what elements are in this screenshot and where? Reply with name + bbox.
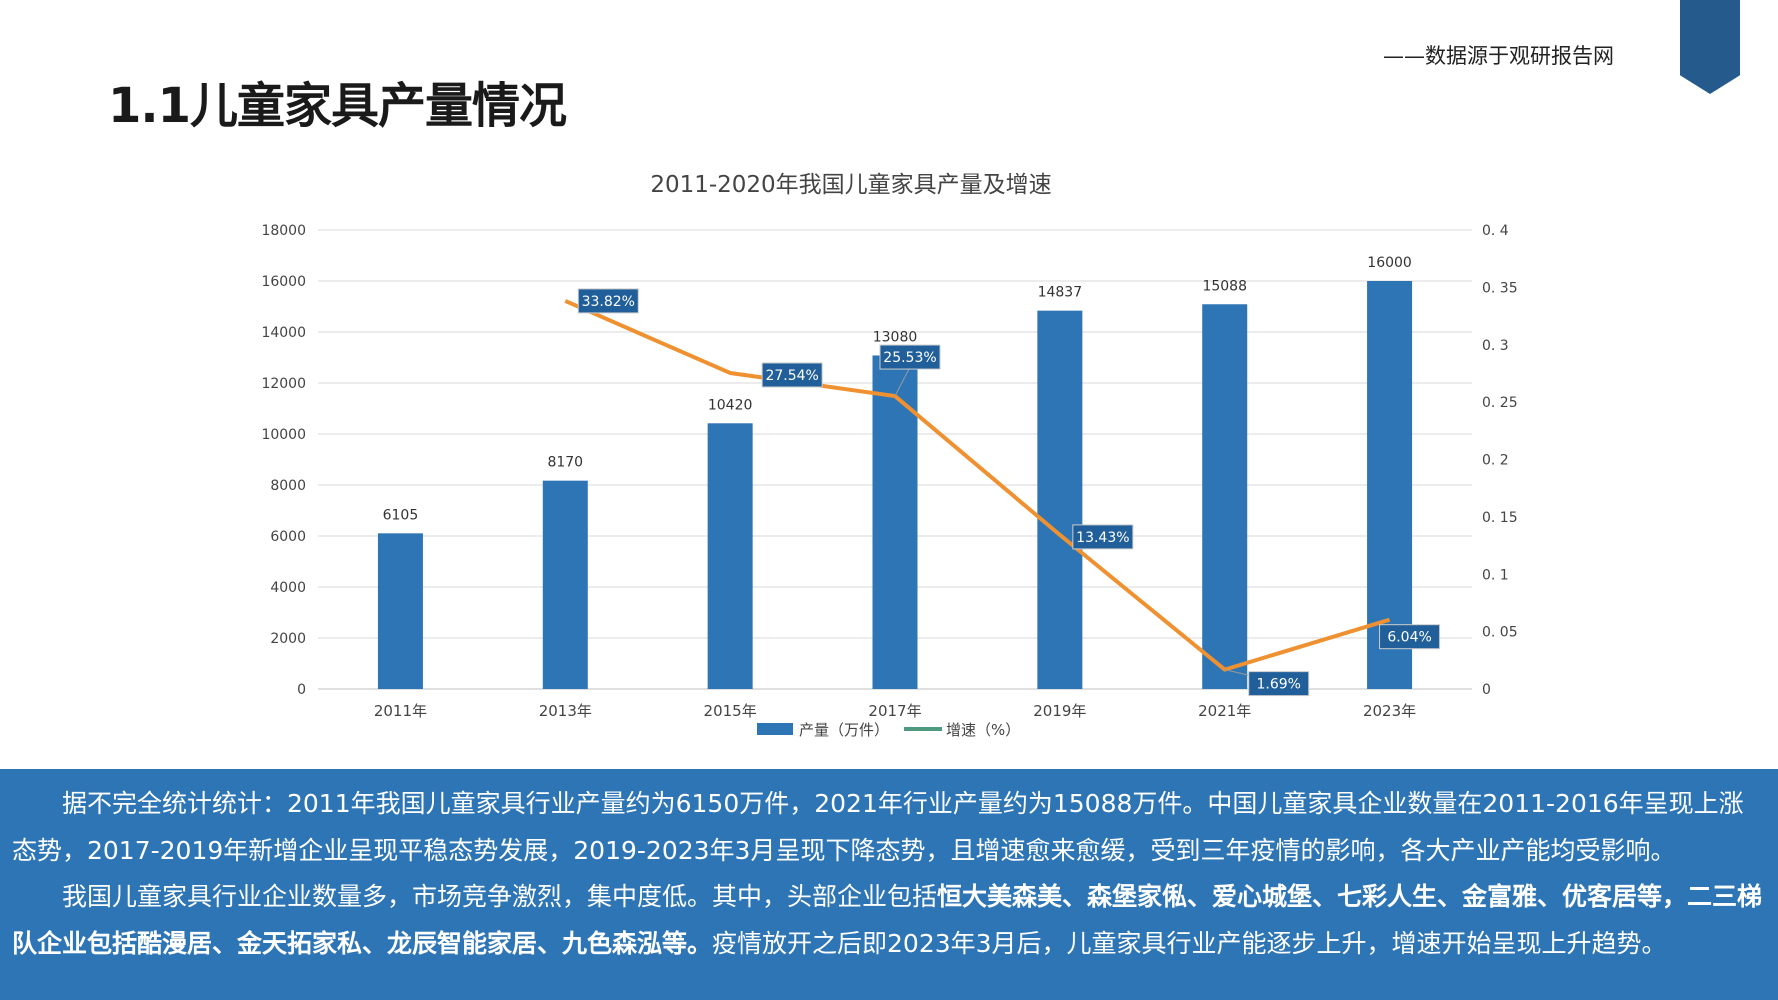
right-axis-tick: 0. 1 (1482, 567, 1509, 583)
x-axis-tick: 2015年 (704, 702, 757, 720)
line-label-box (1379, 624, 1441, 650)
description-band: 据不完全统计统计：2011年我国儿童家具行业产量约为6150万件，2021年行业… (0, 769, 1778, 1000)
legend-label-line: 增速（%） (946, 721, 1020, 739)
right-axis-tick: 0. 25 (1482, 395, 1518, 411)
left-axis-tick: 12000 (261, 376, 306, 392)
line-data-label: 25.53% (883, 350, 936, 366)
left-axis-tick: 8000 (270, 478, 306, 494)
left-axis-tick: 14000 (261, 325, 306, 341)
bar (1037, 310, 1083, 689)
right-axis-tick: 0. 3 (1482, 338, 1509, 354)
bar (1202, 304, 1248, 689)
bar-data-label: 10420 (708, 397, 753, 413)
bar-data-label: 16000 (1367, 255, 1412, 271)
line-label-box (577, 288, 639, 314)
chart: 2011-2020年我国儿童家具产量及增速 0 2000 4000 6000 8000 1… (261, 172, 1518, 739)
bar (377, 533, 423, 689)
text-segment: 我国儿童家具行业企业数量多，市场竞争激烈，集中度低。其中，头部企业包括 (62, 882, 938, 911)
left-axis-tick: 2000 (270, 631, 306, 647)
left-axis-tick: 4000 (270, 580, 306, 596)
right-axis-tick: 0. 15 (1482, 510, 1518, 526)
x-axis-tick: 2021年 (1198, 702, 1251, 720)
legend-label-bar: 产量（万件） (799, 721, 889, 739)
bookmark-ribbon-icon (1680, 0, 1740, 94)
right-axis-tick: 0. 05 (1482, 625, 1518, 641)
x-axis-tick: 2017年 (868, 702, 921, 720)
line-label-box (879, 344, 941, 370)
leader-line (894, 366, 911, 397)
x-axis-tick: 2011年 (374, 702, 427, 720)
bar-data-label: 15088 (1202, 278, 1247, 294)
right-axis-tick: 0 (1482, 682, 1491, 698)
line-data-label: 13.43% (1076, 530, 1129, 546)
line-data-label: 6.04% (1387, 630, 1431, 646)
bar (707, 423, 753, 689)
left-axis-tick: 10000 (261, 427, 306, 443)
line-data-label: 33.82% (582, 294, 635, 310)
growth-line (564, 299, 1391, 672)
left-axis-tick: 16000 (261, 274, 306, 290)
left-axis-tick: 6000 (270, 529, 306, 545)
paragraph: 我国儿童家具行业企业数量多，市场竞争激烈，集中度低。其中，头部企业包括恒大美森美… (12, 874, 1766, 967)
x-axis-tick: 2023年 (1363, 702, 1416, 720)
left-axis-tick: 0 (297, 682, 306, 698)
page-title: 1.1儿童家具产量情况 (108, 78, 567, 134)
line-label-box (761, 362, 823, 388)
bar-data-label: 14837 (1038, 285, 1083, 301)
right-axis-tick: 0. 35 (1482, 280, 1518, 296)
chart-title: 2011-2020年我国儿童家具产量及增速 (650, 172, 1051, 198)
legend: 产量（万件） 增速（%） (757, 721, 1020, 739)
text-segment: 据不完全统计统计：2011年我国儿童家具行业产量约为6150万件，2021年行业… (12, 789, 1744, 865)
bar-data-label: 8170 (547, 455, 583, 471)
paragraph: 据不完全统计统计：2011年我国儿童家具行业产量约为6150万件，2021年行业… (12, 781, 1766, 874)
line-label-box (1072, 524, 1134, 550)
right-axis-tick: 0. 2 (1482, 453, 1509, 469)
line-data-label: 27.54% (765, 368, 818, 384)
bar (872, 355, 918, 689)
bar-data-label: 13080 (873, 329, 918, 345)
bar (542, 480, 588, 689)
bar-data-label: 6105 (383, 507, 419, 523)
bold-text: 恒大美森美、森堡家俬、爱心城堡、七彩人生、金富雅、优客居等，二三梯队企业包括酷漫… (12, 882, 1763, 958)
leader-line (1224, 669, 1251, 677)
left-axis-tick: 18000 (261, 223, 306, 239)
text-segment: 疫情放开之后即2023年3月后，儿童家具行业产能逐步上升，增速开始呈现上升趋势。 (712, 928, 1667, 958)
x-axis-tick: 2019年 (1033, 702, 1086, 720)
x-axis-tick: 2013年 (539, 702, 592, 720)
right-axis-tick: 0. 4 (1482, 223, 1509, 239)
source-note: ——数据源于观研报告网 (1383, 44, 1614, 68)
line-data-label: 1.69% (1256, 677, 1300, 693)
legend-swatch-bar (757, 723, 793, 735)
line-label-box (1248, 671, 1310, 697)
